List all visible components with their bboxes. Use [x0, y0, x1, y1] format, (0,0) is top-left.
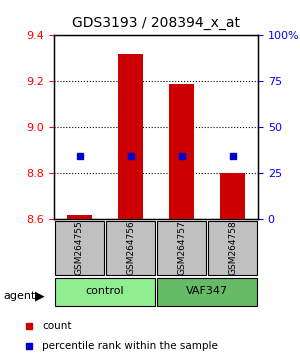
FancyBboxPatch shape [157, 278, 257, 306]
Text: VAF347: VAF347 [186, 286, 228, 296]
Text: GSM264758: GSM264758 [228, 221, 237, 275]
Text: count: count [42, 321, 71, 331]
Text: GSM264756: GSM264756 [126, 221, 135, 275]
FancyBboxPatch shape [55, 221, 104, 275]
Bar [118, 54, 143, 219]
FancyBboxPatch shape [55, 278, 155, 306]
Text: agent: agent [3, 291, 35, 301]
Text: control: control [86, 286, 124, 296]
Text: GSM264755: GSM264755 [75, 221, 84, 275]
FancyBboxPatch shape [157, 221, 206, 275]
Bar [220, 173, 245, 219]
FancyBboxPatch shape [208, 221, 257, 275]
Bar [169, 84, 194, 219]
Text: ▶: ▶ [34, 289, 44, 302]
Bar [67, 215, 92, 219]
Title: GDS3193 / 208394_x_at: GDS3193 / 208394_x_at [72, 16, 240, 30]
FancyBboxPatch shape [106, 221, 155, 275]
Text: percentile rank within the sample: percentile rank within the sample [42, 341, 218, 350]
Text: GSM264757: GSM264757 [177, 221, 186, 275]
